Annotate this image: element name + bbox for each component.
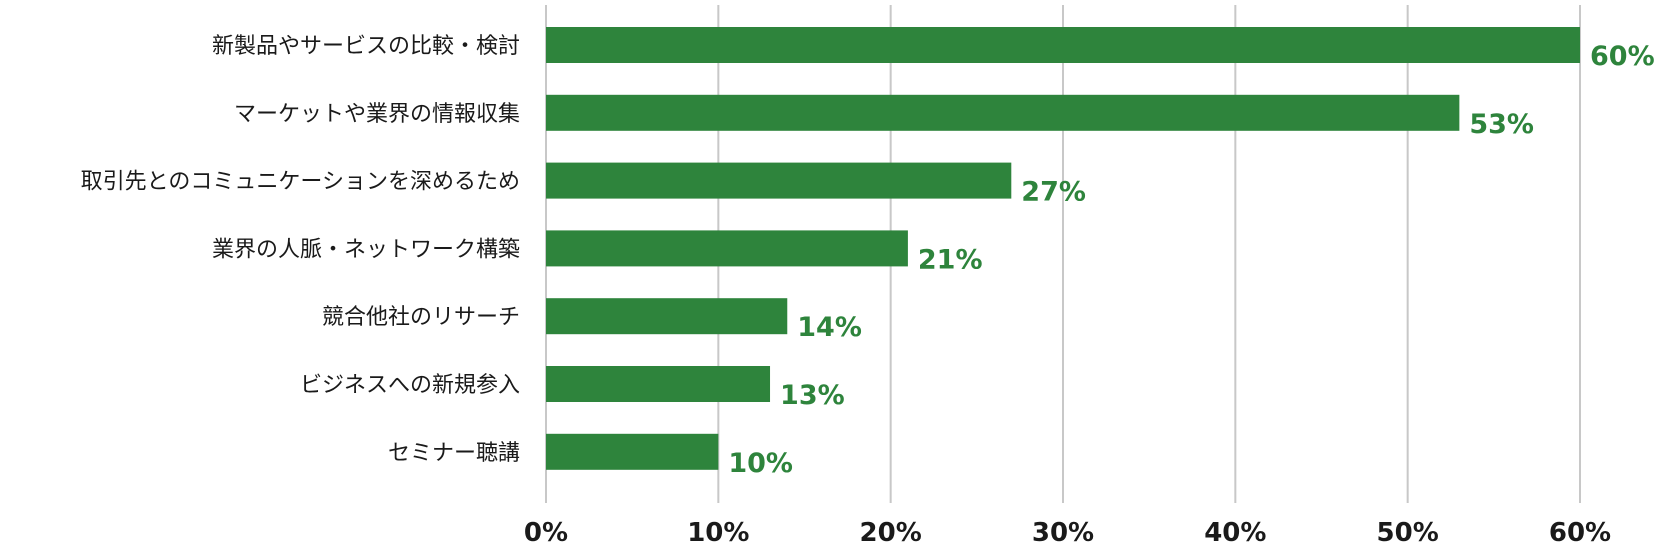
bar-6 <box>546 433 719 470</box>
data-label-3: 21% <box>918 244 983 275</box>
data-label-0: 60% <box>1590 41 1655 72</box>
bar-2 <box>546 162 1012 199</box>
bar-5 <box>546 366 771 402</box>
category-label-1: マーケットや業界の情報収集 <box>234 102 520 127</box>
x-tick-label-2: 20% <box>860 518 922 548</box>
x-tick-label-6: 60% <box>1549 518 1611 548</box>
data-label-5: 13% <box>780 380 845 411</box>
x-tick-label-0: 0% <box>524 518 568 548</box>
bar-3 <box>546 230 908 267</box>
data-label-4: 14% <box>797 312 862 343</box>
bars <box>546 27 1580 470</box>
category-label-5: ビジネスへの新規参入 <box>300 373 520 398</box>
category-labels: 新製品やサービスの比較・検討マーケットや業界の情報収集取引先とのコミュニケーショ… <box>81 34 520 466</box>
data-label-1: 53% <box>1469 109 1534 140</box>
x-tick-label-4: 40% <box>1204 518 1266 548</box>
bar-0 <box>546 27 1580 63</box>
x-tick-label-1: 10% <box>687 518 749 548</box>
category-label-0: 新製品やサービスの比較・検討 <box>212 34 520 59</box>
category-label-2: 取引先とのコミュニケーションを深めるため <box>81 170 520 195</box>
data-labels: 60% 53% 27% 21% 14% 13% 10% <box>728 41 1654 479</box>
category-label-6: セミナー聴講 <box>388 441 520 466</box>
category-label-4: 競合他社のリサーチ <box>322 305 520 330</box>
x-tick-label-3: 30% <box>1032 518 1094 548</box>
x-tick-label-5: 50% <box>1377 518 1439 548</box>
bar-1 <box>546 94 1460 131</box>
data-label-2: 27% <box>1021 177 1086 208</box>
category-label-3: 業界の人脈・ネットワーク構築 <box>212 237 520 262</box>
x-axis-tick-labels: 0% 10% 20% 30% 40% 50% 60% <box>524 518 1611 548</box>
data-label-6: 10% <box>728 448 793 479</box>
bar-4 <box>546 298 788 335</box>
